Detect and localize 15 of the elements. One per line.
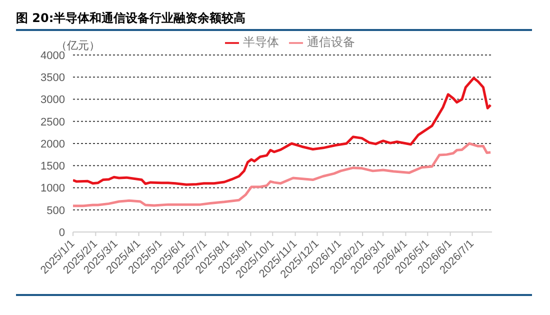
line-series [73,76,492,186]
y-tick-label: 3500 [40,72,65,84]
line-series [73,142,492,208]
legend-label: 半导体 [243,35,279,49]
chart-title: 图 20:半导体和通信设备行业融资余额较高 [15,10,247,26]
y-tick-label: 3000 [40,94,65,106]
y-tick-label: 4000 [40,50,65,62]
y-axis-title: （亿元） [56,38,100,52]
y-tick-label: 1000 [40,182,65,195]
y-tick-label: 2500 [40,116,65,128]
y-tick-label: 1500 [40,160,65,173]
legend-label: 通信设备 [307,35,355,49]
y-tick-label: 500 [46,204,65,217]
y-tick-label: 2000 [40,138,65,150]
y-tick-label: 0 [58,226,65,239]
